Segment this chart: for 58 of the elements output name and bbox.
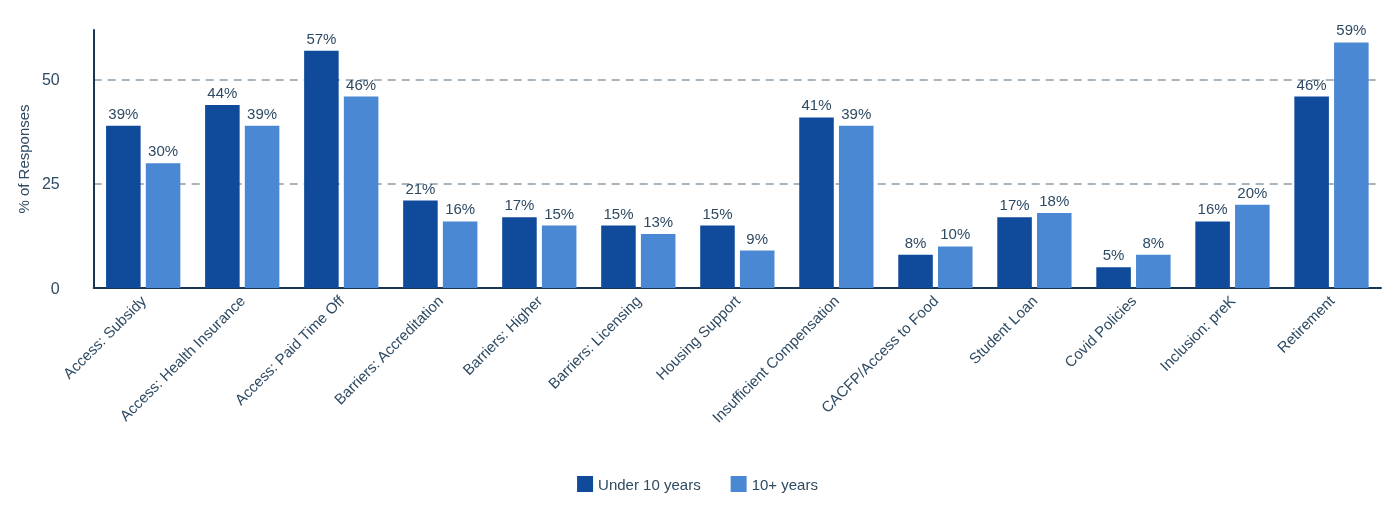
data-label: 59% bbox=[1336, 21, 1367, 39]
data-label: 30% bbox=[148, 142, 179, 160]
bar bbox=[1136, 254, 1171, 288]
data-label: 20% bbox=[1237, 183, 1268, 201]
data-label: 5% bbox=[1102, 246, 1125, 264]
data-label: 39% bbox=[247, 104, 278, 122]
y-tick-label: 0 bbox=[50, 279, 60, 297]
data-label: 16% bbox=[1197, 200, 1228, 218]
data-label: 46% bbox=[346, 75, 377, 93]
bar bbox=[304, 50, 339, 288]
bar bbox=[838, 125, 874, 288]
bar bbox=[403, 200, 438, 288]
data-label: 57% bbox=[306, 29, 337, 47]
data-label: 46% bbox=[1296, 75, 1327, 93]
data-label: 8% bbox=[1142, 233, 1165, 251]
data-label: 44% bbox=[207, 83, 238, 101]
bar bbox=[1195, 221, 1230, 288]
bar bbox=[442, 221, 478, 288]
data-label: 10% bbox=[940, 225, 971, 243]
data-label: 18% bbox=[1039, 192, 1070, 210]
bar bbox=[799, 117, 834, 288]
bar bbox=[937, 246, 973, 288]
data-label: 15% bbox=[544, 204, 575, 222]
bar bbox=[541, 225, 577, 288]
data-label: 15% bbox=[702, 204, 733, 222]
bar bbox=[898, 254, 933, 288]
bar bbox=[997, 217, 1032, 288]
bar bbox=[244, 125, 280, 288]
bar bbox=[601, 225, 636, 288]
bar bbox=[1294, 96, 1329, 288]
bar bbox=[106, 125, 141, 288]
bar bbox=[1235, 204, 1270, 288]
bar bbox=[1096, 267, 1131, 288]
bar bbox=[145, 163, 181, 288]
data-label: 39% bbox=[841, 104, 872, 122]
bar bbox=[1037, 213, 1072, 288]
y-axis-title: % of Responses bbox=[15, 104, 32, 214]
y-tick-label: 25 bbox=[41, 175, 60, 193]
data-label: 41% bbox=[801, 96, 832, 114]
bar bbox=[1334, 42, 1369, 288]
data-label: 8% bbox=[904, 233, 927, 251]
data-label: 17% bbox=[999, 196, 1030, 214]
bar bbox=[205, 104, 240, 288]
bar bbox=[739, 250, 775, 288]
data-label: 13% bbox=[643, 212, 674, 230]
data-label: 17% bbox=[504, 196, 535, 214]
data-label: 9% bbox=[746, 229, 769, 247]
bar bbox=[343, 96, 379, 288]
data-label: 39% bbox=[108, 104, 139, 122]
data-label: 21% bbox=[405, 179, 436, 197]
bar bbox=[640, 233, 676, 288]
data-label: 15% bbox=[603, 204, 634, 222]
legend-label: 10+ years bbox=[751, 475, 818, 493]
legend-label: Under 10 years bbox=[598, 475, 701, 493]
bar bbox=[700, 225, 735, 288]
y-tick-label: 50 bbox=[41, 71, 60, 89]
data-label: 16% bbox=[445, 200, 476, 218]
bar bbox=[502, 217, 537, 288]
